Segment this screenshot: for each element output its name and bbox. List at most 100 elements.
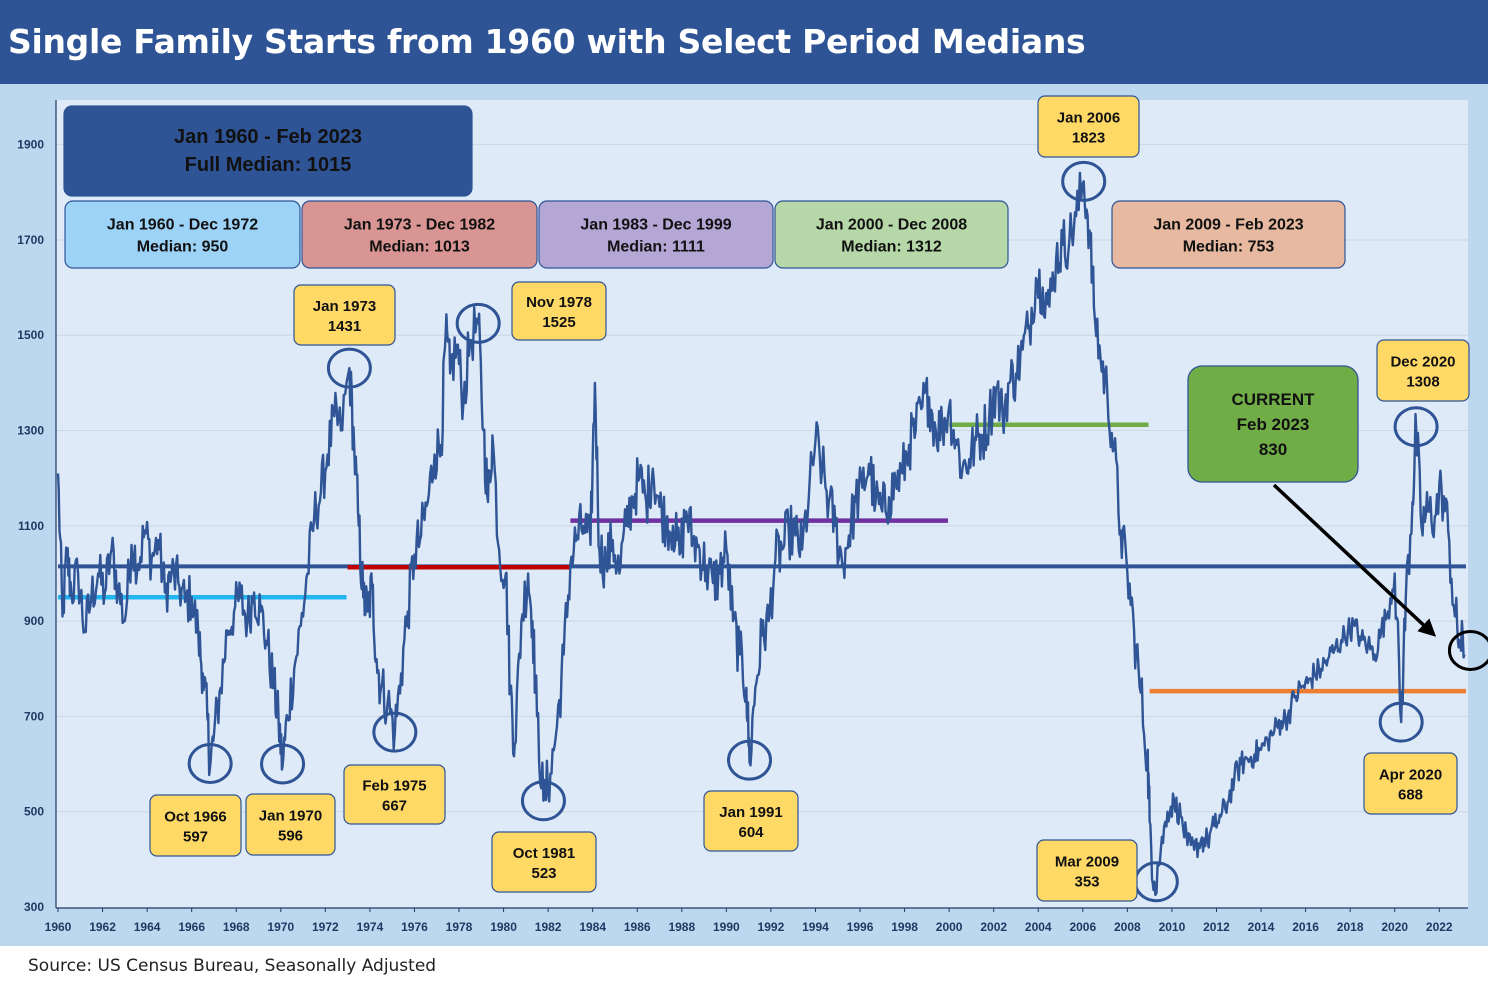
x-tick-label: 1964: [134, 920, 161, 934]
median-box-value: Median: 753: [1183, 239, 1275, 256]
y-tick-label: 1500: [17, 328, 44, 342]
y-tick-label: 1900: [17, 138, 44, 152]
callout-boxes: Oct 1966 597 Jan 1970 596 Jan 1973 1431 Feb 19…: [149, 95, 1470, 902]
x-tick-label: 1974: [357, 920, 384, 934]
highlight-circle: [520, 780, 566, 822]
highlight-circle: [1447, 629, 1488, 671]
median-box: Jan 1973 - Dec 1982 Median: 1013: [301, 200, 538, 269]
callout-bg: [343, 764, 446, 825]
median-box-bg: [301, 200, 538, 269]
x-tick-label: 2004: [1025, 920, 1052, 934]
median-lines: [58, 422, 1466, 694]
tick-labels: 300 500 700 900 1100 1300 1500 1700 1900 1960 1962…: [17, 138, 1453, 934]
series-layer: [56, 171, 1466, 897]
x-tick-label: 1986: [624, 920, 651, 934]
callout-bg: [1037, 95, 1140, 158]
x-tick-label: 1966: [178, 920, 205, 934]
highlight-circle: [372, 711, 418, 753]
median-box-label: Jan 1960 - Feb 2023: [174, 126, 362, 148]
highlight-circle: [260, 743, 306, 785]
x-tick-label: 1992: [758, 920, 785, 934]
callout-box: Mar 2009 353: [1036, 839, 1138, 902]
callout-value: 1431: [328, 318, 361, 335]
callout-value: 1308: [1406, 374, 1439, 391]
y-tick-label: 1700: [17, 233, 44, 247]
callout-value: 667: [382, 798, 407, 815]
x-tick-label: 1982: [535, 920, 562, 934]
median-box-label: Jan 1973 - Dec 1982: [344, 217, 495, 234]
median-box-label: Jan 2000 - Dec 2008: [816, 217, 967, 234]
callout-date: Apr 2020: [1379, 767, 1442, 784]
x-tick-label: 1994: [802, 920, 829, 934]
median-box-value: Median: 1013: [369, 239, 470, 256]
x-tick-label: 1960: [45, 920, 72, 934]
callout-bg: [491, 831, 597, 893]
callout-bg: [245, 793, 336, 856]
axes: [55, 100, 1468, 912]
callout-box: Jan 2006 1823: [1037, 95, 1140, 158]
median-box-value: Median: 1312: [841, 239, 942, 256]
y-tick-label: 300: [24, 900, 44, 914]
current-date: Feb 2023: [1237, 415, 1310, 434]
x-tick-label: 2018: [1337, 920, 1364, 934]
x-tick-label: 1998: [891, 920, 918, 934]
callout-date: Dec 2020: [1390, 354, 1455, 371]
median-box-bg: [774, 200, 1009, 269]
callout-bg: [703, 790, 799, 852]
highlight-circle: [1393, 406, 1439, 448]
x-tick-label: 1968: [223, 920, 250, 934]
callout-box: Feb 1975 667: [343, 764, 446, 825]
current-box-bg: [1187, 365, 1359, 483]
x-tick-label: 1980: [490, 920, 517, 934]
highlight-circle: [187, 742, 233, 784]
x-tick-label: 1962: [89, 920, 116, 934]
y-tick-label: 900: [24, 614, 44, 628]
x-tick-label: 1988: [668, 920, 695, 934]
callout-date: Jan 2006: [1057, 110, 1120, 127]
callout-box: Oct 1981 523: [491, 831, 597, 893]
median-box-value: Full Median: 1015: [185, 154, 352, 176]
x-tick-label: 1984: [579, 920, 606, 934]
x-tick-label: 2008: [1114, 920, 1141, 934]
callout-date: Jan 1991: [719, 804, 782, 821]
callout-value: 596: [278, 828, 303, 845]
callout-value: 597: [183, 829, 208, 846]
highlight-circle: [455, 302, 501, 344]
callout-value: 1525: [542, 314, 575, 331]
x-tick-label: 2016: [1292, 920, 1319, 934]
callout-value: 688: [1398, 787, 1423, 804]
x-tick-label: 2020: [1381, 920, 1408, 934]
callout-date: Nov 1978: [526, 294, 592, 311]
callout-box: Jan 1973 1431: [293, 284, 396, 346]
callout-date: Oct 1981: [513, 845, 576, 862]
median-box: Jan 1960 - Dec 1972 Median: 950: [64, 200, 301, 269]
callout-value: 523: [531, 865, 556, 882]
median-boxes: Jan 1960 - Feb 2023 Full Median: 1015 Jan …: [63, 105, 1346, 269]
median-box-label: Jan 2009 - Feb 2023: [1153, 217, 1303, 234]
callout-bg: [1036, 839, 1138, 902]
callout-date: Oct 1966: [164, 809, 227, 826]
x-tick-label: 1996: [847, 920, 874, 934]
y-tick-label: 1300: [17, 424, 44, 438]
current-callout: CURRENT Feb 2023 830: [1187, 365, 1437, 637]
highlight-circle: [1061, 160, 1107, 202]
series-line-single-family-starts: [56, 171, 1466, 897]
y-tick-label: 500: [24, 805, 44, 819]
callout-box: Apr 2020 688: [1363, 752, 1458, 815]
callout-box: Dec 2020 1308: [1376, 339, 1470, 402]
median-box-label: Jan 1983 - Dec 1999: [580, 217, 731, 234]
x-tick-label: 1976: [401, 920, 428, 934]
x-tick-label: 2014: [1248, 920, 1275, 934]
chart-title: Single Family Starts from 1960 with Sele…: [8, 22, 1086, 61]
median-box: Jan 2009 - Feb 2023 Median: 753: [1111, 200, 1346, 269]
callout-bg: [1376, 339, 1470, 402]
median-box: Jan 2000 - Dec 2008 Median: 1312: [774, 200, 1009, 269]
x-tick-label: 2012: [1203, 920, 1230, 934]
median-box-bg: [63, 105, 473, 197]
x-tick-label: 2002: [980, 920, 1007, 934]
highlight-circles: [187, 160, 1488, 903]
median-box-value: Median: 1111: [607, 239, 705, 256]
callout-date: Feb 1975: [362, 778, 426, 795]
y-tick-label: 1100: [18, 519, 44, 533]
chart-area: 300 500 700 900 1100 1300 1500 1700 1900 1960 1962…: [0, 84, 1488, 946]
